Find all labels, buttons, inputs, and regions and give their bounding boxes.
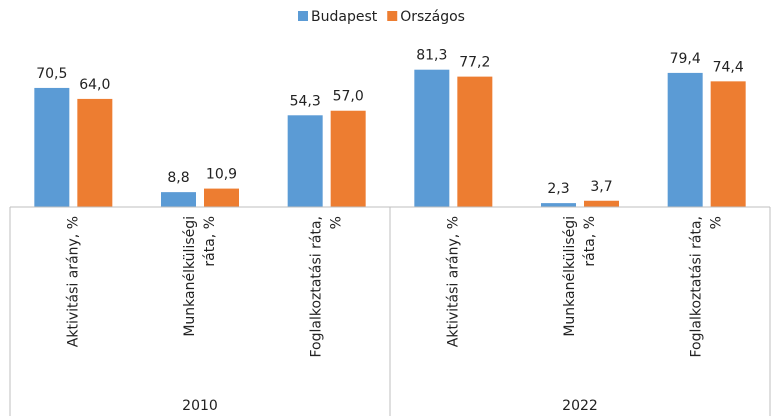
group-label: 2022 xyxy=(562,398,598,414)
x-tick-label: Foglalkoztatási ráta, xyxy=(689,216,705,358)
bar xyxy=(330,110,366,207)
legend-label: Országos xyxy=(400,9,465,25)
bar xyxy=(710,81,746,207)
data-label: 54,3 xyxy=(290,93,321,109)
data-label: 8,8 xyxy=(167,170,189,186)
bar xyxy=(34,87,70,207)
legend-label: Budapest xyxy=(311,9,378,25)
data-label: 74,4 xyxy=(713,59,744,75)
x-tick-label: ráta, % xyxy=(582,216,598,267)
bar xyxy=(287,115,323,207)
data-label: 77,2 xyxy=(459,55,490,71)
bar xyxy=(667,72,703,207)
x-tick-label: Munkanélküliségi xyxy=(562,216,578,337)
legend-swatch xyxy=(387,11,398,21)
bar xyxy=(161,192,196,207)
bar xyxy=(204,188,239,207)
bar xyxy=(457,76,493,208)
data-label: 10,9 xyxy=(206,167,237,183)
x-tick-label: Foglalkoztatási ráta, xyxy=(309,216,325,358)
x-tick-label: ráta, % xyxy=(202,216,218,267)
x-tick-label: % xyxy=(329,216,345,229)
x-tick-label: Aktivitási arány, % xyxy=(445,216,461,347)
bar xyxy=(584,200,619,207)
data-label: 2,3 xyxy=(547,181,569,197)
bar xyxy=(541,203,576,207)
x-tick-label: Aktivitási arány, % xyxy=(65,216,81,347)
data-label: 3,7 xyxy=(590,179,612,195)
bar xyxy=(77,98,113,207)
data-label: 57,0 xyxy=(333,89,364,105)
bar xyxy=(414,69,450,208)
data-label: 70,5 xyxy=(36,66,67,82)
x-tick-label: Munkanélküliségi xyxy=(182,216,198,337)
group-label: 2010 xyxy=(182,398,218,414)
x-tick-label: % xyxy=(709,216,725,229)
data-label: 81,3 xyxy=(416,48,447,64)
legend-swatch xyxy=(298,11,308,21)
data-label: 64,0 xyxy=(79,77,110,93)
data-label: 79,4 xyxy=(670,51,701,67)
